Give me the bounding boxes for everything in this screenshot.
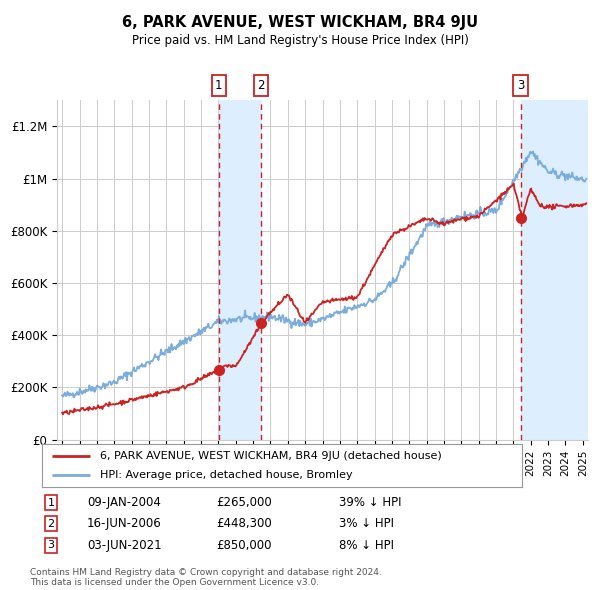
Text: HPI: Average price, detached house, Bromley: HPI: Average price, detached house, Brom… bbox=[100, 470, 352, 480]
Text: 3% ↓ HPI: 3% ↓ HPI bbox=[339, 517, 394, 530]
Text: £850,000: £850,000 bbox=[216, 539, 271, 552]
Text: 1: 1 bbox=[215, 79, 223, 92]
Text: £265,000: £265,000 bbox=[216, 496, 272, 509]
Text: 6, PARK AVENUE, WEST WICKHAM, BR4 9JU: 6, PARK AVENUE, WEST WICKHAM, BR4 9JU bbox=[122, 15, 478, 30]
Bar bbox=[219, 100, 261, 440]
Bar bbox=[521, 100, 588, 440]
Text: 2: 2 bbox=[257, 79, 265, 92]
Text: 09-JAN-2004: 09-JAN-2004 bbox=[87, 496, 161, 509]
Text: 03-JUN-2021: 03-JUN-2021 bbox=[87, 539, 161, 552]
Text: 2: 2 bbox=[47, 519, 55, 529]
Text: Contains HM Land Registry data © Crown copyright and database right 2024.
This d: Contains HM Land Registry data © Crown c… bbox=[30, 568, 382, 587]
Text: 1: 1 bbox=[47, 498, 55, 507]
Text: Price paid vs. HM Land Registry's House Price Index (HPI): Price paid vs. HM Land Registry's House … bbox=[131, 34, 469, 47]
Text: 3: 3 bbox=[47, 540, 55, 550]
Text: 8% ↓ HPI: 8% ↓ HPI bbox=[339, 539, 394, 552]
Text: 16-JUN-2006: 16-JUN-2006 bbox=[87, 517, 162, 530]
Text: 3: 3 bbox=[517, 79, 524, 92]
Text: 6, PARK AVENUE, WEST WICKHAM, BR4 9JU (detached house): 6, PARK AVENUE, WEST WICKHAM, BR4 9JU (d… bbox=[100, 451, 442, 461]
Text: £448,300: £448,300 bbox=[216, 517, 272, 530]
Text: 39% ↓ HPI: 39% ↓ HPI bbox=[339, 496, 401, 509]
